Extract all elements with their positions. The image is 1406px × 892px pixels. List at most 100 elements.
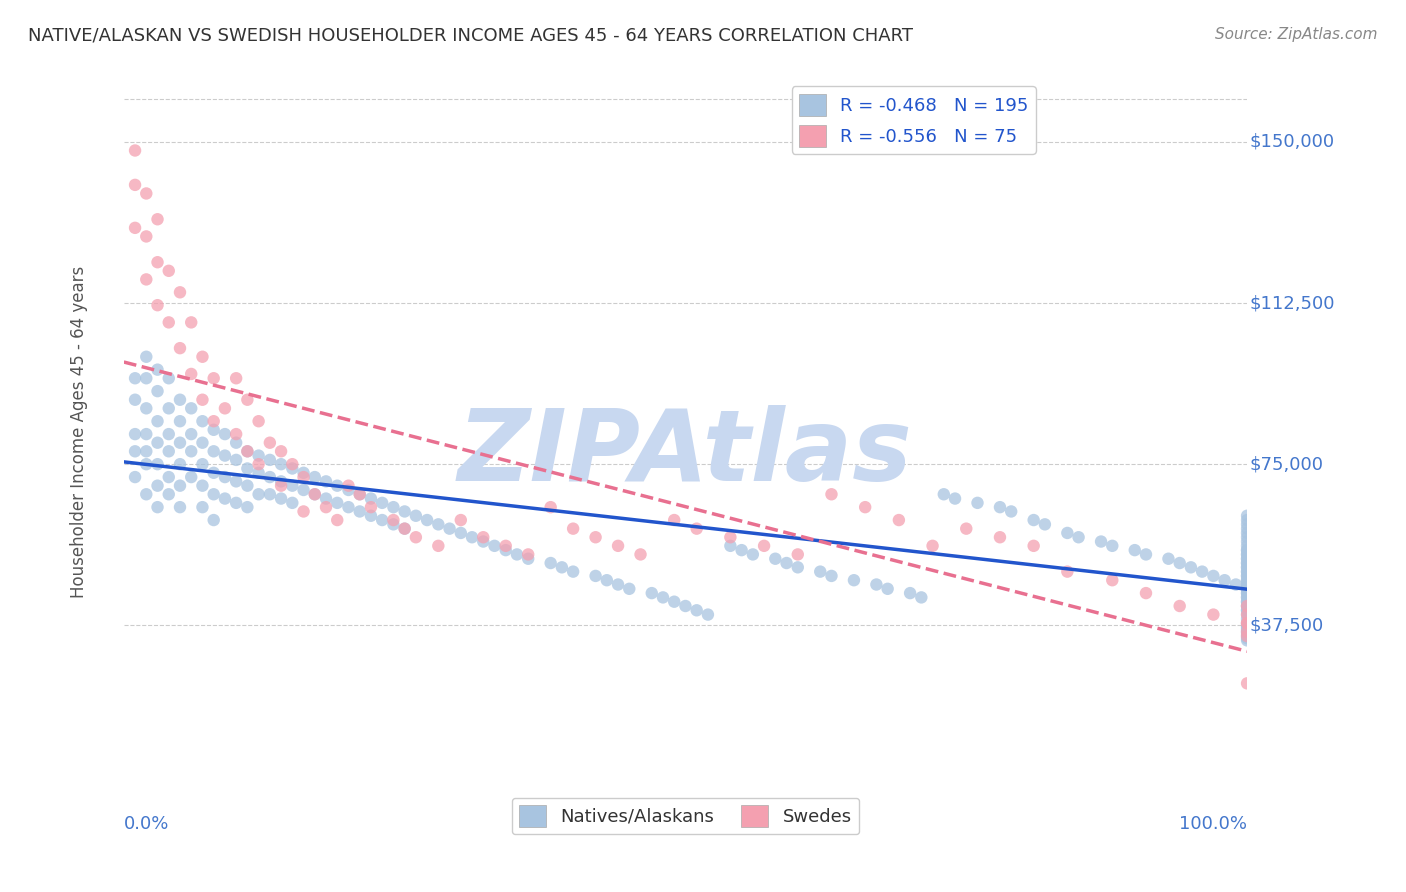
Point — [1236, 551, 1258, 566]
Point — [236, 392, 259, 407]
Point — [202, 487, 225, 501]
Point — [315, 475, 337, 489]
Point — [1236, 616, 1258, 631]
Point — [1236, 582, 1258, 596]
Point — [607, 539, 630, 553]
Text: NATIVE/ALASKAN VS SWEDISH HOUSEHOLDER INCOME AGES 45 - 64 YEARS CORRELATION CHAR: NATIVE/ALASKAN VS SWEDISH HOUSEHOLDER IN… — [28, 27, 912, 45]
Point — [270, 457, 292, 471]
Point — [1123, 543, 1146, 558]
Point — [259, 487, 281, 501]
Point — [427, 539, 450, 553]
Point — [236, 500, 259, 515]
Point — [247, 449, 270, 463]
Point — [157, 315, 180, 329]
Point — [461, 530, 484, 544]
Point — [270, 478, 292, 492]
Point — [146, 362, 169, 376]
Point — [259, 470, 281, 484]
Point — [495, 543, 517, 558]
Point — [180, 427, 202, 442]
Point — [1236, 517, 1258, 532]
Point — [1000, 504, 1022, 518]
Point — [1236, 603, 1258, 617]
Point — [281, 478, 304, 492]
Point — [1236, 676, 1258, 690]
Point — [382, 517, 405, 532]
Point — [191, 478, 214, 492]
Point — [236, 444, 259, 458]
Point — [1236, 612, 1258, 626]
Point — [1236, 599, 1258, 613]
Point — [786, 560, 808, 574]
Point — [202, 414, 225, 428]
Point — [326, 478, 349, 492]
Point — [1236, 599, 1258, 613]
Point — [540, 556, 562, 570]
Point — [1236, 624, 1258, 639]
Point — [236, 478, 259, 492]
Point — [157, 427, 180, 442]
Point — [1236, 556, 1258, 570]
Point — [876, 582, 898, 596]
Point — [169, 478, 191, 492]
Point — [1236, 556, 1258, 570]
Text: $75,000: $75,000 — [1250, 455, 1323, 473]
Point — [124, 220, 146, 235]
Point — [135, 444, 157, 458]
Point — [675, 599, 697, 613]
Point — [1236, 539, 1258, 553]
Point — [169, 500, 191, 515]
Legend: Natives/Alaskans, Swedes: Natives/Alaskans, Swedes — [512, 797, 859, 834]
Point — [1236, 632, 1258, 646]
Point — [169, 414, 191, 428]
Point — [157, 470, 180, 484]
Point — [180, 444, 202, 458]
Point — [292, 504, 315, 518]
Point — [842, 573, 865, 587]
Point — [326, 513, 349, 527]
Point — [146, 478, 169, 492]
Point — [292, 483, 315, 497]
Point — [1202, 569, 1225, 583]
Text: 0.0%: 0.0% — [124, 815, 169, 833]
Text: Source: ZipAtlas.com: Source: ZipAtlas.com — [1215, 27, 1378, 42]
Point — [315, 491, 337, 506]
Point — [281, 461, 304, 475]
Point — [641, 586, 664, 600]
Point — [304, 470, 326, 484]
Point — [775, 556, 797, 570]
Point — [1236, 586, 1258, 600]
Point — [1236, 577, 1258, 591]
Point — [921, 539, 943, 553]
Point — [1236, 513, 1258, 527]
Point — [259, 435, 281, 450]
Point — [292, 470, 315, 484]
Point — [686, 603, 709, 617]
Point — [910, 591, 932, 605]
Point — [191, 392, 214, 407]
Point — [124, 444, 146, 458]
Point — [741, 548, 763, 562]
Point — [943, 491, 966, 506]
Point — [865, 577, 887, 591]
Point — [1236, 599, 1258, 613]
Point — [551, 560, 574, 574]
Point — [124, 371, 146, 385]
Point — [371, 513, 394, 527]
Point — [1236, 565, 1258, 579]
Point — [202, 444, 225, 458]
Point — [1236, 525, 1258, 540]
Point — [1236, 633, 1258, 648]
Point — [820, 569, 842, 583]
Point — [315, 500, 337, 515]
Point — [146, 384, 169, 398]
Point — [664, 513, 686, 527]
Point — [405, 530, 427, 544]
Point — [730, 543, 752, 558]
Point — [988, 530, 1011, 544]
Point — [585, 530, 607, 544]
Point — [1236, 543, 1258, 558]
Point — [135, 229, 157, 244]
Point — [225, 371, 247, 385]
Point — [1101, 573, 1123, 587]
